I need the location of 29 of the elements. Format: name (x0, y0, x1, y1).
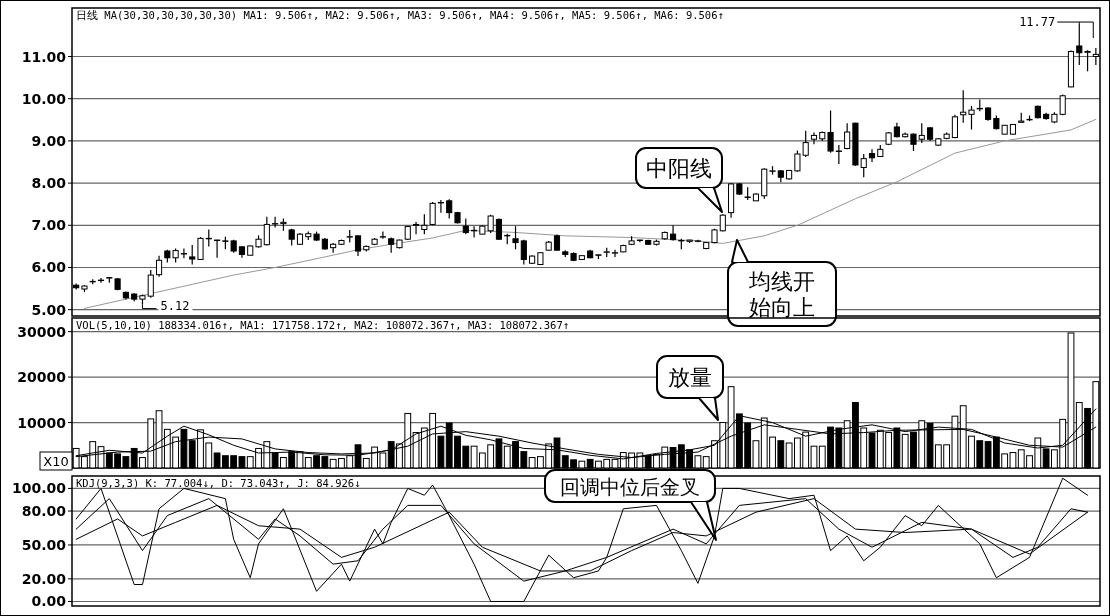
y-tick-label: 0.00 (31, 593, 67, 610)
y-tick-label: 100.00 (11, 480, 67, 497)
callout: 中阳线 (635, 147, 723, 213)
y-tick-label: 6.00 (31, 259, 67, 276)
callout: 放量 (656, 355, 724, 421)
callout: X10 (39, 451, 73, 471)
annotation: 5.12 (160, 298, 190, 313)
y-tick-label: 10000 (17, 414, 67, 431)
y-tick-label: 8.00 (31, 175, 67, 192)
y-tick-label: 9.00 (31, 132, 67, 149)
callout: 回调中位后金叉 (544, 469, 717, 541)
y-tick-label: 80.00 (21, 503, 67, 520)
y-tick-label: 5.00 (31, 301, 67, 318)
y-tick-label: 20.00 (21, 570, 67, 587)
y-tick-label: 30000 (17, 323, 67, 340)
chart-title: 日线 MA(30,30,30,30,30,30) MA1: 9.506↑, MA2: 9.506↑, MA3: 9.506↑, MA4: 9.506↑, MA5: 9.506↑, MA6: 9.506↑ (76, 9, 724, 21)
y-tick-label: 11.00 (21, 48, 67, 65)
chart-title: VOL(5,10,10) 188334.016↑, MA1: 171758.172↑, MA2: 108072.367↑, MA3: 108072.367↑ (76, 319, 570, 331)
y-tick-label: 10.00 (21, 90, 67, 107)
chart-title: KDJ(9,3,3) K: 77.004↓, D: 73.043↑, J: 84.926↓ (76, 477, 361, 489)
annotation: 中阳线 (646, 156, 712, 181)
annotation: 均线开始向上 (748, 269, 815, 320)
y-tick-label: 50.00 (21, 536, 67, 553)
callout: 均线开始向上 (727, 239, 837, 327)
y-tick-label: 7.00 (31, 217, 67, 234)
annotation: 放量 (668, 365, 712, 390)
annotation: 11.77 (1019, 15, 1056, 30)
annotation: 回调中位后金叉 (560, 475, 700, 499)
y-tick-label: 20000 (17, 369, 67, 386)
